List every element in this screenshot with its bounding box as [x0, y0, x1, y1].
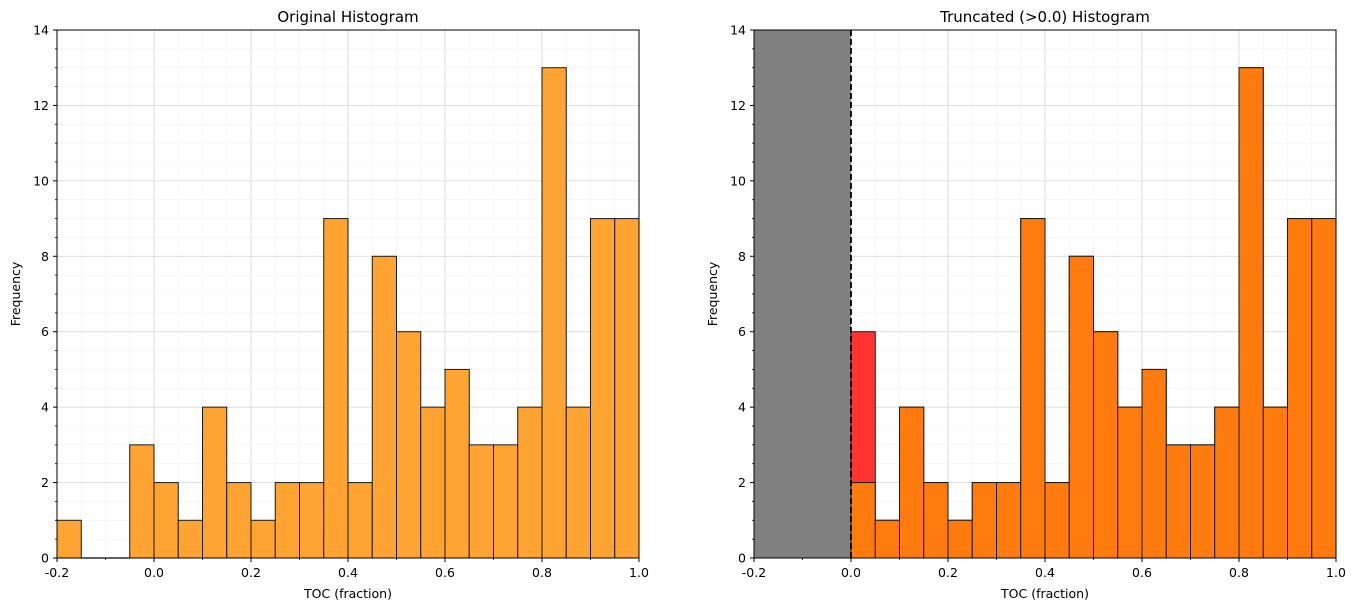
- histogram-bar: [274, 482, 300, 559]
- histogram-bar: [202, 406, 228, 559]
- y-tick-label: 10: [730, 173, 746, 188]
- histogram-bar: [590, 218, 616, 559]
- histogram-bar: [299, 482, 325, 559]
- histogram-bar: [1287, 218, 1313, 559]
- histogram-bar: [371, 255, 397, 559]
- histogram-bar: [1190, 444, 1216, 559]
- x-tick-label: -0.2: [742, 565, 766, 580]
- x-tick-label: -0.2: [45, 565, 69, 580]
- x-tick-label: 0.2: [241, 565, 261, 580]
- y-tick-label: 10: [33, 173, 49, 188]
- histogram-bar: [56, 519, 82, 559]
- x-tick-label: 0.2: [938, 565, 958, 580]
- chart-title: Truncated (>0.0) Histogram: [939, 8, 1150, 26]
- histogram-bar: [347, 482, 373, 559]
- y-tick-label: 12: [730, 98, 746, 113]
- histogram-bar: [517, 406, 543, 559]
- histogram-bar: [899, 406, 925, 559]
- histogram-bar: [226, 482, 252, 559]
- histogram-bar: [250, 519, 276, 559]
- histogram-bar: [1165, 444, 1191, 559]
- histogram-bar: [1238, 67, 1264, 559]
- histogram-bar: [323, 218, 349, 559]
- histogram-bar: [1141, 368, 1167, 559]
- x-tick-label: 1.0: [1326, 565, 1346, 580]
- y-tick-label: 12: [33, 98, 49, 113]
- excluded-region: [754, 30, 851, 558]
- y-tick-label: 8: [41, 249, 49, 264]
- x-axis-label: TOC (fraction): [303, 586, 392, 601]
- histogram-bar: [614, 218, 640, 559]
- histogram-bar: [1020, 218, 1046, 559]
- y-tick-label: 2: [738, 475, 746, 490]
- histogram-bar: [971, 482, 997, 559]
- x-tick-label: 0.8: [1229, 565, 1249, 580]
- histogram-bar: [874, 519, 900, 559]
- x-tick-label: 0.6: [435, 565, 455, 580]
- histogram-bar: [420, 406, 446, 559]
- histogram-bar: [129, 444, 155, 559]
- histogram-bar: [1311, 218, 1337, 559]
- histogram-bar: [1117, 406, 1143, 559]
- histogram-bar: [996, 482, 1022, 559]
- x-tick-label: 0.0: [841, 565, 861, 580]
- y-tick-label: 8: [738, 249, 746, 264]
- y-tick-label: 14: [730, 23, 746, 38]
- original-histogram-panel: -0.2 0.0 0.2 0.4 0.6 0.8 1.0 0 2 4 6 8 10 12 14 Origina…: [8, 8, 649, 601]
- histogram-bar: [947, 519, 973, 559]
- x-tick-label: 0.6: [1132, 565, 1152, 580]
- y-tick-label: 6: [41, 324, 49, 339]
- x-axis-label: TOC (fraction): [1000, 586, 1089, 601]
- y-tick-label: 4: [41, 400, 49, 415]
- histogram-bar: [1044, 482, 1070, 559]
- x-tick-label: 0.0: [144, 565, 164, 580]
- histogram-bar: [444, 368, 470, 559]
- chart-title: Original Histogram: [277, 8, 418, 26]
- histogram-bar: [1093, 331, 1119, 559]
- histogram-bar: [396, 331, 422, 559]
- histogram-bar: [177, 519, 203, 559]
- histogram-bar: [1262, 406, 1288, 559]
- histogram-bar: [1068, 255, 1094, 559]
- x-tick-label: 0.4: [1035, 565, 1055, 580]
- y-tick-label: 14: [33, 23, 49, 38]
- y-axis-label: Frequency: [705, 261, 720, 326]
- histogram-bar: [565, 406, 591, 559]
- histogram-bar: [153, 482, 179, 559]
- x-tick-label: 0.8: [532, 565, 552, 580]
- histogram-bar: [541, 67, 567, 559]
- histogram-bar: [923, 482, 949, 559]
- y-tick-label: 4: [738, 400, 746, 415]
- y-tick-label: 6: [738, 324, 746, 339]
- y-tick-label: 0: [738, 551, 746, 566]
- histogram-bar: [1214, 406, 1240, 559]
- y-tick-label: 2: [41, 475, 49, 490]
- y-axis-label: Frequency: [8, 261, 23, 326]
- histogram-bar: [850, 482, 876, 559]
- x-tick-label: 0.4: [338, 565, 358, 580]
- histogram-bar: [468, 444, 494, 559]
- y-tick-label: 0: [41, 551, 49, 566]
- truncated-histogram-panel: -0.2 0.0 0.2 0.4 0.6 0.8 1.0 0 2 4 6 8 10 12 14 Truncat…: [705, 8, 1346, 601]
- histogram-bar: [493, 444, 519, 559]
- x-tick-label: 1.0: [629, 565, 649, 580]
